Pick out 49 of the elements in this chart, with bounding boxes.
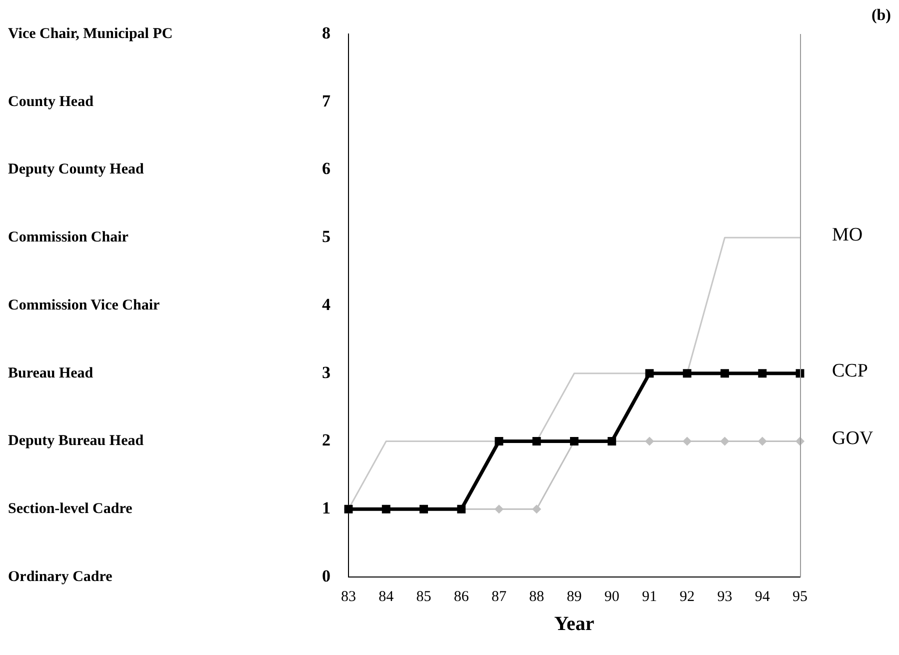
text: Deputy County Head <box>8 162 145 178</box>
point <box>758 437 767 446</box>
x-tick-label: 87 <box>492 588 507 605</box>
x-tick-label: 92 <box>680 588 695 605</box>
x-axis-title: Year <box>554 613 594 636</box>
x-tick-label: 84 <box>378 588 394 605</box>
text: Section-level Cadre <box>8 501 133 517</box>
x-tick-label: 89 <box>566 588 582 605</box>
text: Bureau Head <box>8 365 94 382</box>
y-tick-label: 1 <box>322 498 330 518</box>
point <box>532 504 541 514</box>
series-label: MO <box>832 224 863 246</box>
text: (b) <box>871 7 891 24</box>
y-tick-label: 3 <box>322 362 330 382</box>
x-tick-label: 95 <box>792 588 808 605</box>
y-tick-label: 8 <box>322 23 330 42</box>
point <box>645 369 654 378</box>
x-tick-label: 83 <box>341 588 356 605</box>
point <box>645 437 654 446</box>
point <box>758 369 767 378</box>
y-tick-label: 2 <box>322 430 330 450</box>
point <box>720 369 729 378</box>
point <box>682 369 692 378</box>
y-tick-label: 4 <box>322 294 331 314</box>
text: Vice Chair, Municipal PC <box>8 26 173 42</box>
y-tick-label: 5 <box>322 227 330 246</box>
text: Commission Vice Chair <box>8 297 160 314</box>
text: Ordinary Cadre <box>8 568 113 585</box>
text: County Head <box>8 94 94 110</box>
y-tick-label: 6 <box>322 159 330 178</box>
point <box>796 369 804 378</box>
x-tick-label: 88 <box>529 588 544 605</box>
point <box>720 437 729 446</box>
x-tick-label: 93 <box>717 588 732 605</box>
text: Commission Chair <box>8 230 129 246</box>
point <box>682 437 692 446</box>
series-label: CCP <box>832 360 868 382</box>
x-tick-label: 85 <box>416 588 432 605</box>
series-label: GOV <box>832 428 874 450</box>
x-tick-label: 94 <box>754 588 770 605</box>
x-tick-label: 91 <box>642 588 657 605</box>
x-tick-label: 86 <box>454 588 470 605</box>
y-tick-label: 7 <box>322 91 331 110</box>
point <box>532 437 541 446</box>
point <box>494 437 504 446</box>
x-tick-label: 90 <box>604 588 620 605</box>
text: Deputy Bureau Head <box>8 433 144 450</box>
y-tick-label: 0 <box>322 566 330 586</box>
point <box>494 504 504 514</box>
